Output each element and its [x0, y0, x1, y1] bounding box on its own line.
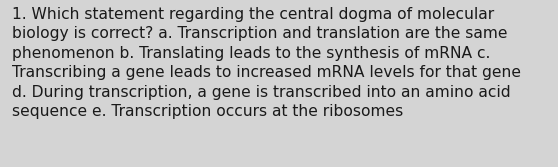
Text: 1. Which statement regarding the central dogma of molecular
biology is correct? : 1. Which statement regarding the central… [12, 7, 521, 119]
